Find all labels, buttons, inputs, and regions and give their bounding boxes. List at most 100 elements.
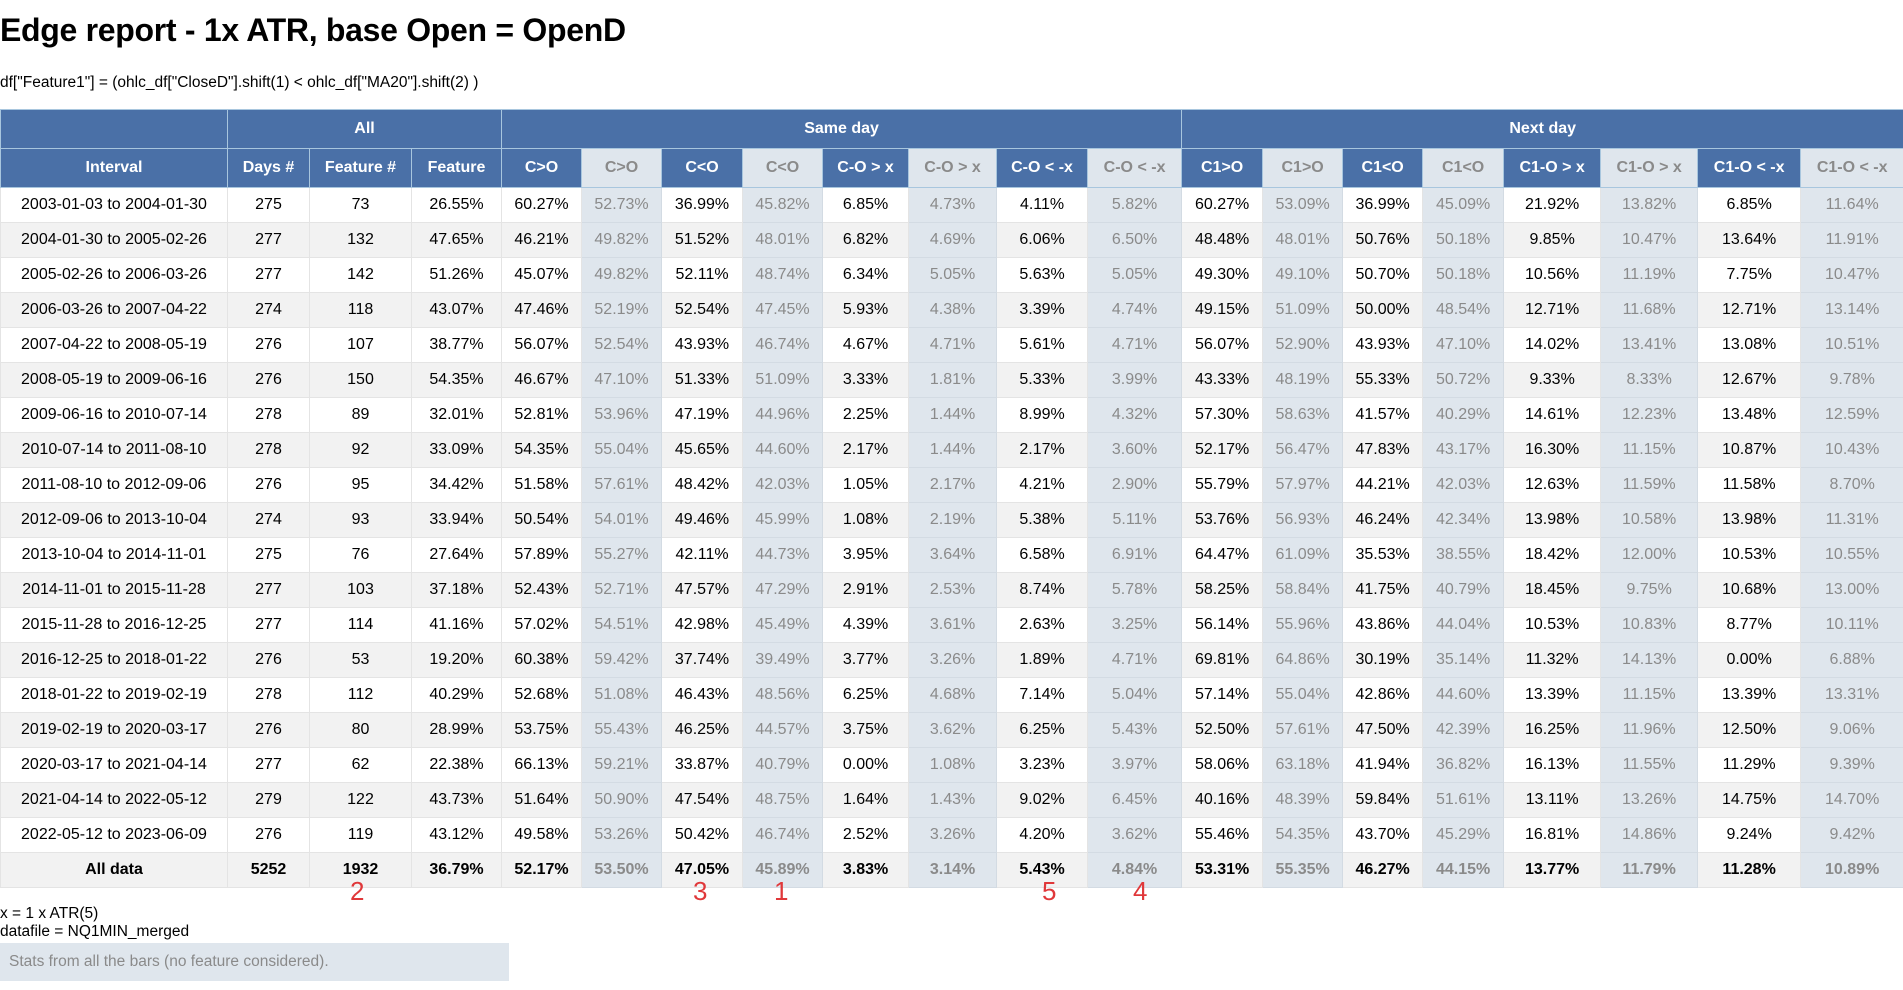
table-cell: 43.86% xyxy=(1342,607,1424,643)
table-cell: 47.19% xyxy=(661,397,744,433)
interval-cell: 2022-05-12 to 2023-06-09 xyxy=(0,817,228,853)
table-cell: 44.57% xyxy=(742,712,824,748)
table-cell: 275 xyxy=(227,187,310,223)
column-header[interactable]: C1>O xyxy=(1181,148,1264,188)
column-header[interactable]: C-O < -x xyxy=(996,148,1089,188)
table-cell: 50.90% xyxy=(581,782,663,818)
table-cell: 43.33% xyxy=(1181,362,1264,398)
column-header[interactable]: C1<O xyxy=(1342,148,1424,188)
table-cell: 12.00% xyxy=(1600,537,1699,573)
table-cell: 62 xyxy=(309,747,412,783)
table-cell: 50.42% xyxy=(661,817,744,853)
table-cell: 92 xyxy=(309,432,412,468)
table-cell: 45.89% xyxy=(742,852,824,888)
table-cell: 54.01% xyxy=(581,502,663,538)
table-cell: 51.09% xyxy=(1262,292,1344,328)
column-header[interactable]: C<O xyxy=(661,148,744,188)
column-header[interactable]: C-O > x xyxy=(908,148,998,188)
table-cell: 114 xyxy=(309,607,412,643)
table-cell: 1.08% xyxy=(908,747,998,783)
table-cell: 93 xyxy=(309,502,412,538)
table-cell: 43.07% xyxy=(410,292,503,328)
table-cell: 4.20% xyxy=(996,817,1089,853)
table-cell: 10.55% xyxy=(1800,537,1903,573)
table-cell: 43.17% xyxy=(1422,432,1505,468)
column-header[interactable]: Days # xyxy=(227,148,310,188)
table-cell: 51.33% xyxy=(661,362,744,398)
column-header[interactable]: Feature # xyxy=(309,148,412,188)
column-header[interactable]: Interval xyxy=(0,148,228,188)
column-header[interactable]: C1-O < -x xyxy=(1800,148,1903,188)
table-cell: 10.51% xyxy=(1800,327,1903,363)
table-cell: 103 xyxy=(309,572,412,608)
table-cell: 5.05% xyxy=(908,257,998,293)
table-cell: 4.71% xyxy=(1087,327,1183,363)
column-header[interactable]: C<O xyxy=(742,148,824,188)
table-cell: 60.27% xyxy=(501,187,583,223)
table-cell: 46.25% xyxy=(661,712,744,748)
table-cell: 5.82% xyxy=(1087,187,1183,223)
column-header[interactable]: C1<O xyxy=(1422,148,1505,188)
table-cell: 9.06% xyxy=(1800,712,1903,748)
column-header[interactable]: Feature xyxy=(410,148,503,188)
table-cell: 10.47% xyxy=(1800,257,1903,293)
table-cell: 9.85% xyxy=(1503,222,1602,258)
table-cell: 1.89% xyxy=(996,642,1089,678)
table-cell: 48.48% xyxy=(1181,222,1264,258)
table-cell: 2.53% xyxy=(908,572,998,608)
column-header[interactable]: C-O < -x xyxy=(1087,148,1183,188)
table-cell: 57.97% xyxy=(1262,467,1344,503)
table-cell: 49.15% xyxy=(1181,292,1264,328)
interval-cell: 2007-04-22 to 2008-05-19 xyxy=(0,327,228,363)
table-cell: 11.58% xyxy=(1697,467,1802,503)
table-cell: 274 xyxy=(227,292,310,328)
table-cell: 132 xyxy=(309,222,412,258)
table-cell: 21.92% xyxy=(1503,187,1602,223)
table-cell: 5.38% xyxy=(996,502,1089,538)
column-header[interactable]: C>O xyxy=(501,148,583,188)
table-cell: 10.68% xyxy=(1697,572,1802,608)
table-cell: 5.33% xyxy=(996,362,1089,398)
table-cell: 11.68% xyxy=(1600,292,1699,328)
table-cell: 69.81% xyxy=(1181,642,1264,678)
table-cell: 5.43% xyxy=(1087,712,1183,748)
table-cell: 48.54% xyxy=(1422,292,1505,328)
table-cell: 4.11% xyxy=(996,187,1089,223)
feature-formula: df["Feature1"] = (ohlc_df["CloseD"].shif… xyxy=(0,74,479,91)
table-cell: 41.94% xyxy=(1342,747,1424,783)
column-header[interactable]: C1-O < -x xyxy=(1697,148,1802,188)
table-cell: 49.46% xyxy=(661,502,744,538)
table-cell: 18.42% xyxy=(1503,537,1602,573)
column-header[interactable]: C1-O > x xyxy=(1600,148,1699,188)
table-cell: 48.74% xyxy=(742,257,824,293)
interval-cell: 2003-01-03 to 2004-01-30 xyxy=(0,187,228,223)
table-cell: 4.71% xyxy=(908,327,998,363)
table-cell: 37.74% xyxy=(661,642,744,678)
table-cell: 11.32% xyxy=(1503,642,1602,678)
table-cell: 4.73% xyxy=(908,187,998,223)
table-cell: 52.11% xyxy=(661,257,744,293)
column-header[interactable]: C-O > x xyxy=(822,148,910,188)
table-cell: 11.15% xyxy=(1600,677,1699,713)
table-cell: 59.84% xyxy=(1342,782,1424,818)
table-cell: 49.10% xyxy=(1262,257,1344,293)
table-cell: 5.63% xyxy=(996,257,1089,293)
table-cell: 44.15% xyxy=(1422,852,1505,888)
table-cell: 10.89% xyxy=(1800,852,1903,888)
table-cell: 40.79% xyxy=(1422,572,1505,608)
table-row: 2011-08-10 to 2012-09-06 276 95 34.42% 51.58… xyxy=(0,467,1903,503)
table-cell: 4.67% xyxy=(822,327,910,363)
column-header[interactable]: C1>O xyxy=(1262,148,1344,188)
table-cell: 14.61% xyxy=(1503,397,1602,433)
interval-cell: 2005-02-26 to 2006-03-26 xyxy=(0,257,228,293)
table-row: 2012-09-06 to 2013-10-04 274 93 33.94% 50.54… xyxy=(0,502,1903,538)
column-header[interactable]: C>O xyxy=(581,148,663,188)
table-row: 2014-11-01 to 2015-11-28 277 103 37.18% 52.4… xyxy=(0,572,1903,608)
column-header[interactable]: C1-O > x xyxy=(1503,148,1602,188)
table-cell: 6.82% xyxy=(822,222,910,258)
table-row: 2008-05-19 to 2009-06-16 276 150 54.35% 46.6… xyxy=(0,362,1903,398)
interval-cell: 2015-11-28 to 2016-12-25 xyxy=(0,607,228,643)
table-cell: 55.35% xyxy=(1262,852,1344,888)
table-cell: 13.41% xyxy=(1600,327,1699,363)
table-cell: 43.93% xyxy=(661,327,744,363)
